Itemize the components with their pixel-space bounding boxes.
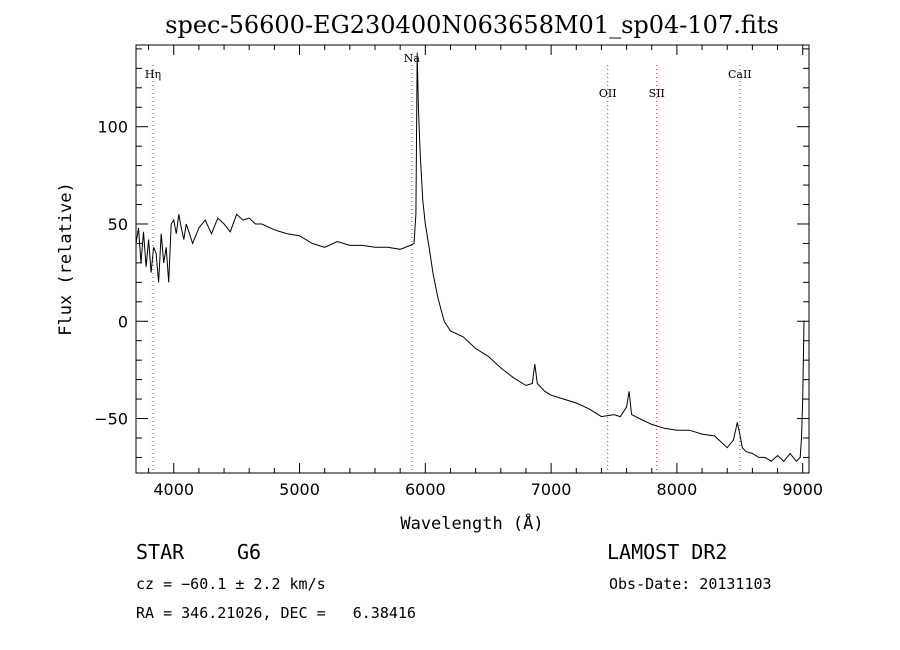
subclass: G6 bbox=[237, 540, 262, 564]
line-marker-label: Na bbox=[404, 52, 421, 65]
line-marker-label: OII bbox=[599, 87, 617, 100]
x-axis-ticks: 4000 5000 6000 7000 8000 9000 bbox=[148, 45, 823, 499]
line-marker-label: CaII bbox=[728, 68, 752, 81]
spectral-line-markers: Hη Na OII SII CaII bbox=[145, 52, 752, 473]
coordinates: RA = 346.21026, DEC = 6.38416 bbox=[136, 604, 416, 622]
spectrum-line bbox=[135, 52, 806, 463]
y-axis-ticks: −50 0 50 100 bbox=[94, 48, 809, 458]
x-tick-label: 8000 bbox=[657, 480, 698, 499]
observation-date: Obs-Date: 20131103 bbox=[609, 575, 772, 593]
y-tick-label: 50 bbox=[108, 215, 128, 234]
x-tick-label: 9000 bbox=[782, 480, 823, 499]
survey-name: LAMOST DR2 bbox=[607, 540, 728, 564]
x-tick-label: 4000 bbox=[153, 480, 194, 499]
y-tick-label: 100 bbox=[97, 118, 128, 137]
y-tick-label: 0 bbox=[118, 312, 128, 331]
plot-frame bbox=[135, 44, 810, 474]
chart-title: spec-56600-EG230400N063658M01_sp04-107.f… bbox=[165, 11, 779, 39]
x-tick-label: 5000 bbox=[279, 480, 320, 499]
x-tick-label: 7000 bbox=[531, 480, 572, 499]
redshift-velocity: cz = −60.1 ± 2.2 km/s bbox=[136, 575, 326, 593]
line-marker-label: Hη bbox=[145, 68, 161, 81]
object-type: STAR bbox=[136, 540, 185, 564]
y-tick-label: −50 bbox=[94, 410, 128, 429]
y-axis-label: Flux (relative) bbox=[56, 182, 76, 336]
x-tick-label: 6000 bbox=[405, 480, 446, 499]
line-marker-label: SII bbox=[649, 87, 665, 100]
x-axis-label: Wavelength (Å) bbox=[400, 512, 543, 534]
